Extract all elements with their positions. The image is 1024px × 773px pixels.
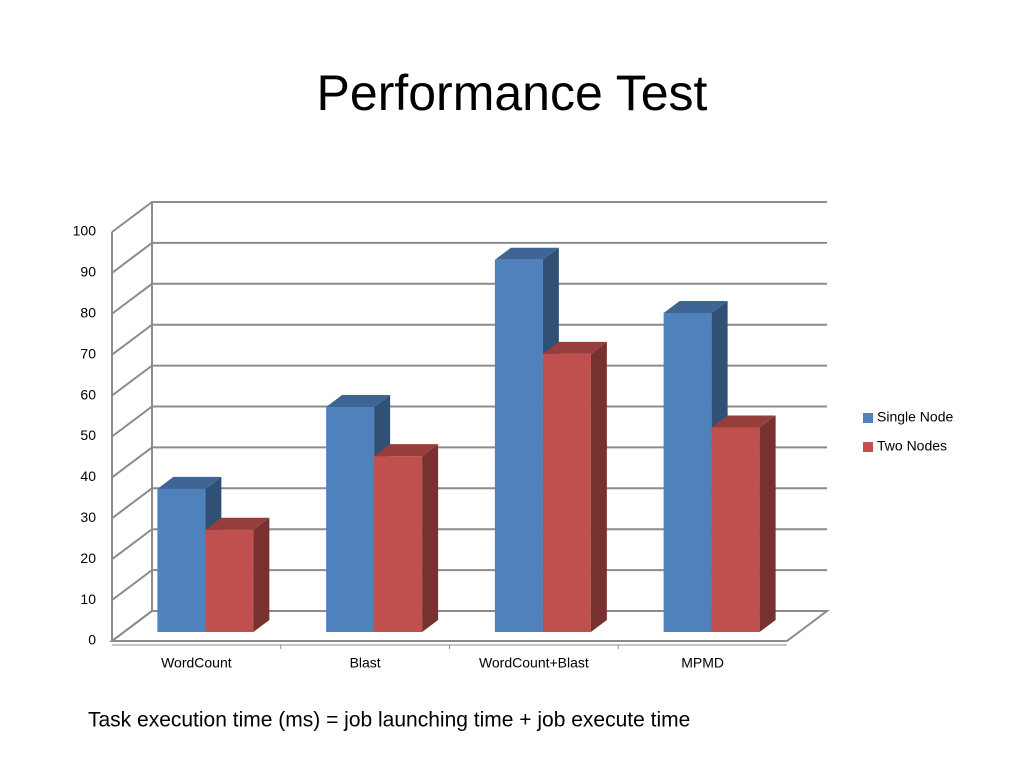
bar-top	[157, 476, 222, 489]
bar	[157, 488, 206, 632]
bar-top	[663, 300, 728, 313]
x-tick-label: MPMD	[681, 655, 724, 671]
bar	[711, 427, 760, 632]
bar-side	[590, 341, 607, 632]
floor	[109, 610, 830, 642]
caption: Task execution time (ms) = job launching…	[88, 709, 690, 732]
x-tick-label: WordCount+Blast	[479, 655, 589, 671]
legend-swatch	[863, 442, 873, 452]
grid-line	[111, 201, 827, 233]
bar-top	[542, 341, 607, 354]
y-tick-label: 40	[80, 468, 96, 484]
x-tick-label: Blast	[350, 655, 381, 671]
y-tick-label: 70	[80, 345, 96, 361]
y-tick-label: 10	[80, 591, 96, 607]
y-tick-label: 90	[80, 264, 96, 280]
bar-top	[494, 247, 559, 260]
bar	[205, 529, 254, 632]
bar-side	[759, 415, 776, 632]
bar	[494, 259, 543, 632]
legend-swatch	[863, 413, 873, 423]
bar-top	[205, 517, 270, 530]
grid-line	[111, 241, 827, 274]
bar	[663, 312, 712, 632]
bar-top	[711, 415, 776, 428]
y-tick-label: 20	[80, 550, 96, 566]
x-tick-label: WordCount	[161, 655, 232, 671]
grid-line	[111, 282, 827, 315]
y-tick-label: 50	[80, 427, 96, 443]
grid-line	[111, 323, 827, 356]
y-tick-label: 60	[80, 386, 96, 402]
bar-side	[422, 444, 439, 632]
legend-label: Two Nodes	[877, 438, 947, 454]
legend-label: Single Node	[877, 409, 953, 425]
bar	[326, 407, 375, 632]
y-tick-label: 80	[80, 305, 96, 321]
bar-side	[253, 517, 270, 632]
bar	[374, 456, 423, 632]
slide-title: Performance Test	[317, 65, 708, 121]
y-tick-label: 30	[80, 509, 96, 525]
bar-top	[374, 444, 439, 457]
y-tick-label: 100	[73, 223, 97, 239]
y-tick-label: 0	[88, 632, 96, 648]
bar-top	[326, 395, 391, 408]
bar	[542, 353, 591, 632]
